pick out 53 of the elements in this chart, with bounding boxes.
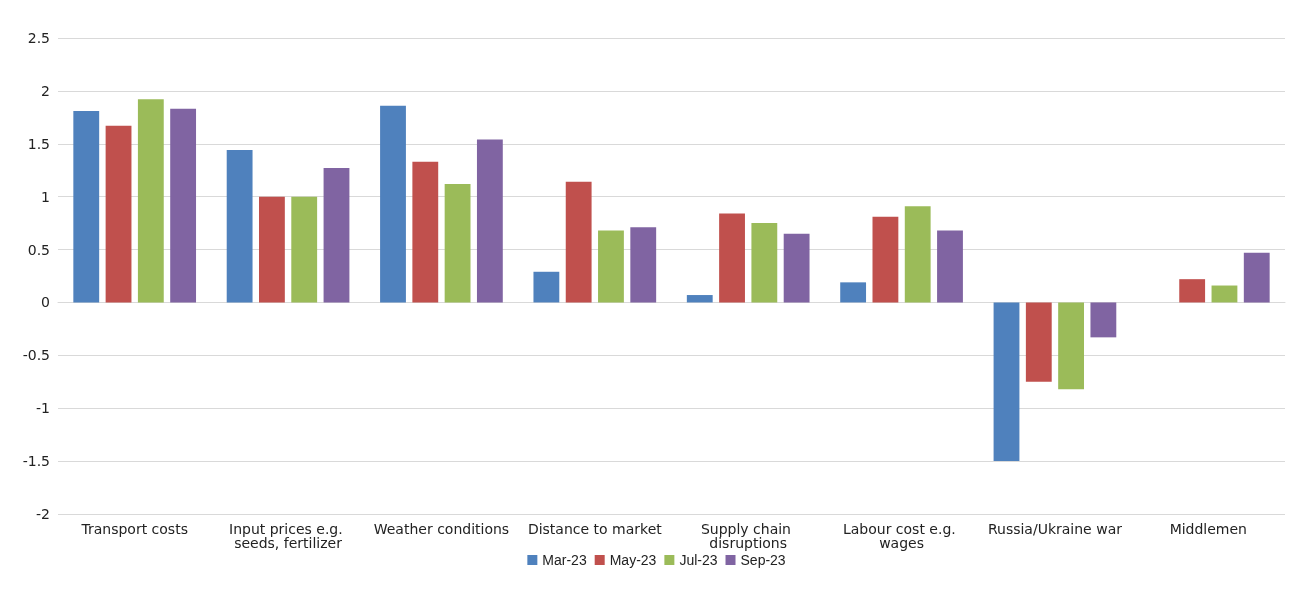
bar xyxy=(872,216,899,303)
bar xyxy=(1090,302,1117,338)
bar xyxy=(105,125,132,303)
bar xyxy=(444,183,471,303)
bar xyxy=(937,230,963,303)
y-tick-label: 0 xyxy=(41,294,50,311)
bar xyxy=(598,230,624,303)
y-tick-label: 1.5 xyxy=(27,135,50,152)
x-tick-label: Distance to market xyxy=(527,521,663,537)
y-tick-label: 2 xyxy=(41,82,50,99)
x-tick-label: Input prices e.g. seeds, fertilizer xyxy=(228,521,348,551)
x-tick-label: Transport costs xyxy=(80,521,188,537)
bar xyxy=(565,181,592,303)
bar xyxy=(291,196,318,303)
legend-label: Sep-23 xyxy=(740,552,786,568)
bar xyxy=(226,150,253,303)
bar xyxy=(840,282,867,303)
bar xyxy=(904,206,931,303)
y-tick-label: -0.5 xyxy=(22,347,50,364)
y-tick-label: -1 xyxy=(36,400,50,417)
legend-label: Jul-23 xyxy=(679,552,718,568)
bar xyxy=(719,213,745,303)
x-tick-label: Labour cost e.g. wages xyxy=(842,521,961,551)
bar xyxy=(1025,302,1052,382)
bar xyxy=(1058,302,1084,390)
x-tick-label: Weather conditions xyxy=(373,521,510,537)
bar xyxy=(380,105,406,303)
y-tick-label: 0.5 xyxy=(27,241,50,258)
bar xyxy=(137,99,164,303)
bar xyxy=(630,227,657,303)
y-tick-label: 1 xyxy=(41,188,50,205)
x-tick-label: Russia/Ukraine war xyxy=(987,521,1123,537)
bar xyxy=(476,139,503,303)
legend-label: May-23 xyxy=(609,552,657,568)
bar xyxy=(533,271,560,303)
bar xyxy=(323,168,350,303)
x-tick-label: Middlemen xyxy=(1169,521,1247,537)
bar xyxy=(783,233,810,303)
bar xyxy=(259,196,285,303)
y-tick-label: -2 xyxy=(36,506,50,522)
bar xyxy=(73,110,100,303)
bar xyxy=(412,161,439,303)
legend-label: Mar-23 xyxy=(542,552,587,568)
bar xyxy=(1243,252,1270,303)
bar xyxy=(1211,285,1238,303)
bar xyxy=(686,295,713,303)
bar xyxy=(1179,279,1206,303)
y-tick-label: 2.5 xyxy=(27,30,50,46)
bar xyxy=(170,108,197,303)
bar xyxy=(993,302,1020,462)
bar xyxy=(751,223,778,303)
x-tick-label: Supply chain disruptions xyxy=(700,521,796,551)
y-tick-label: -1.5 xyxy=(22,453,50,470)
